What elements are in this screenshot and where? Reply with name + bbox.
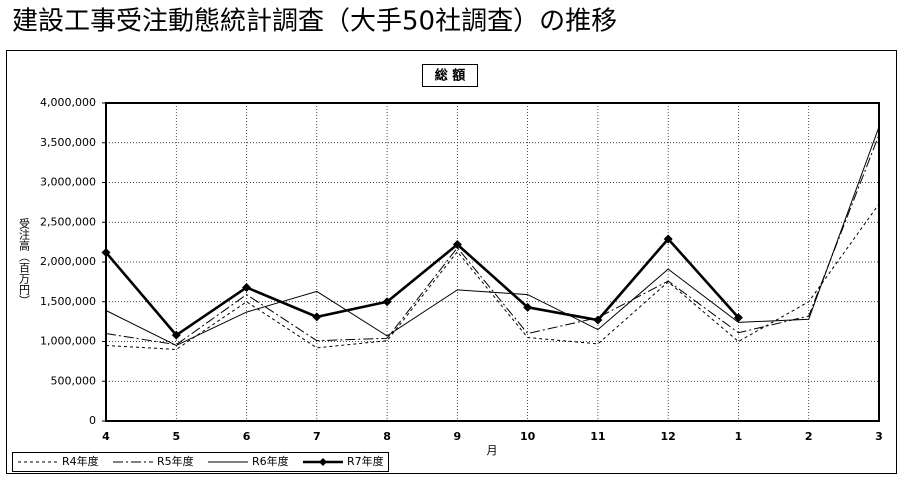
x-axis-label: 月 <box>487 444 498 457</box>
y-tick-label: 0 <box>89 414 96 427</box>
y-tick-label: 2,500,000 <box>40 215 96 228</box>
series-line <box>105 236 740 337</box>
subtitle-box <box>422 64 478 87</box>
series-marker <box>593 315 603 325</box>
series-marker <box>382 297 392 307</box>
series-line <box>105 134 880 346</box>
x-tick-label: 6 <box>243 430 251 443</box>
y-tick-label: 3,500,000 <box>40 136 96 149</box>
legend-box <box>12 452 389 472</box>
x-tick-label: 12 <box>661 430 676 443</box>
y-axis-label: 受注高（百万円） <box>18 218 31 306</box>
legend-label: R6年度 <box>252 454 289 468</box>
series-marker <box>663 234 673 244</box>
chart-frame <box>6 50 897 474</box>
chart-subtitle: 総 額 <box>435 68 466 84</box>
legend-marker <box>319 458 327 466</box>
y-tick-label: 4,000,000 <box>40 96 96 109</box>
series-line <box>105 126 880 347</box>
x-tick-label: 1 <box>735 430 743 443</box>
series-marker <box>101 247 111 257</box>
x-tick-label: 3 <box>875 430 883 443</box>
y-tick-label: 2,000,000 <box>40 255 96 268</box>
series-line <box>105 203 880 350</box>
series-marker <box>452 240 462 250</box>
chart-title: 建設工事受注動態統計調査（大手50社調査）の推移 <box>12 7 617 37</box>
plot-border <box>105 102 880 422</box>
y-tick-label: 1,000,000 <box>40 335 96 348</box>
x-tick-label: 2 <box>805 430 813 443</box>
y-tick-label: 3,000,000 <box>40 176 96 189</box>
x-tick-label: 7 <box>313 430 321 443</box>
series-marker <box>171 330 181 340</box>
legend-label: R5年度 <box>157 454 194 468</box>
series-marker <box>242 282 252 292</box>
x-tick-label: 10 <box>520 430 536 443</box>
legend-label: R7年度 <box>347 454 384 468</box>
x-tick-label: 8 <box>383 430 391 443</box>
y-tick-label: 500,000 <box>51 374 97 387</box>
legend-label: R4年度 <box>62 454 99 468</box>
x-tick-label: 4 <box>102 430 110 443</box>
x-tick-label: 11 <box>590 430 605 443</box>
y-tick-label: 1,500,000 <box>40 295 96 308</box>
x-tick-label: 9 <box>454 430 462 443</box>
series-marker <box>312 312 322 322</box>
series-marker <box>733 313 743 323</box>
x-tick-label: 5 <box>172 430 180 443</box>
series-marker <box>523 302 533 312</box>
